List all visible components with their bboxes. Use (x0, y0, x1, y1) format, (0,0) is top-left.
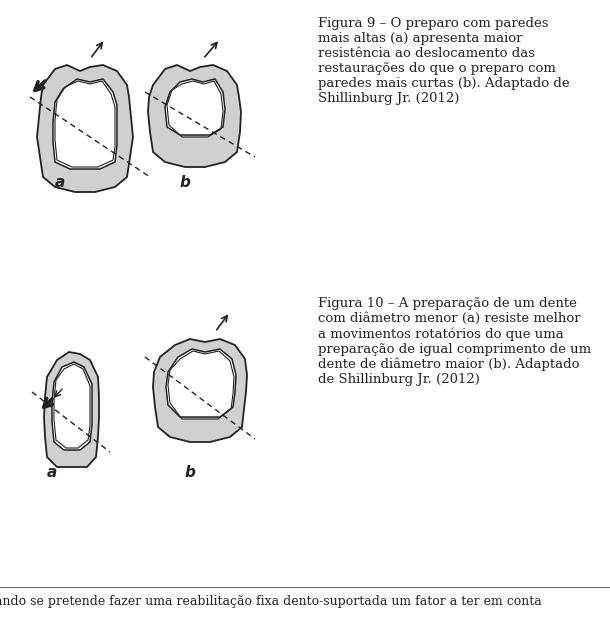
PathPatch shape (165, 79, 225, 135)
Text: b: b (180, 175, 191, 190)
Text: Figura 9 – O preparo com paredes
mais altas (a) apresenta maior
resistência ao d: Figura 9 – O preparo com paredes mais al… (318, 17, 570, 105)
PathPatch shape (37, 65, 133, 192)
Text: b: b (185, 465, 196, 480)
PathPatch shape (148, 65, 241, 167)
PathPatch shape (166, 349, 236, 417)
Text: ando se pretende fazer uma reabilitação fixa dento-suportada um fator a ter em c: ando se pretende fazer uma reabilitação … (0, 595, 542, 608)
PathPatch shape (53, 79, 117, 169)
PathPatch shape (52, 362, 92, 450)
Text: a: a (55, 175, 65, 190)
PathPatch shape (44, 352, 99, 467)
Text: a: a (47, 465, 57, 480)
PathPatch shape (153, 339, 247, 442)
Text: Figura 10 – A preparação de um dente
com diâmetro menor (a) resiste melhor
a mov: Figura 10 – A preparação de um dente com… (318, 297, 591, 386)
